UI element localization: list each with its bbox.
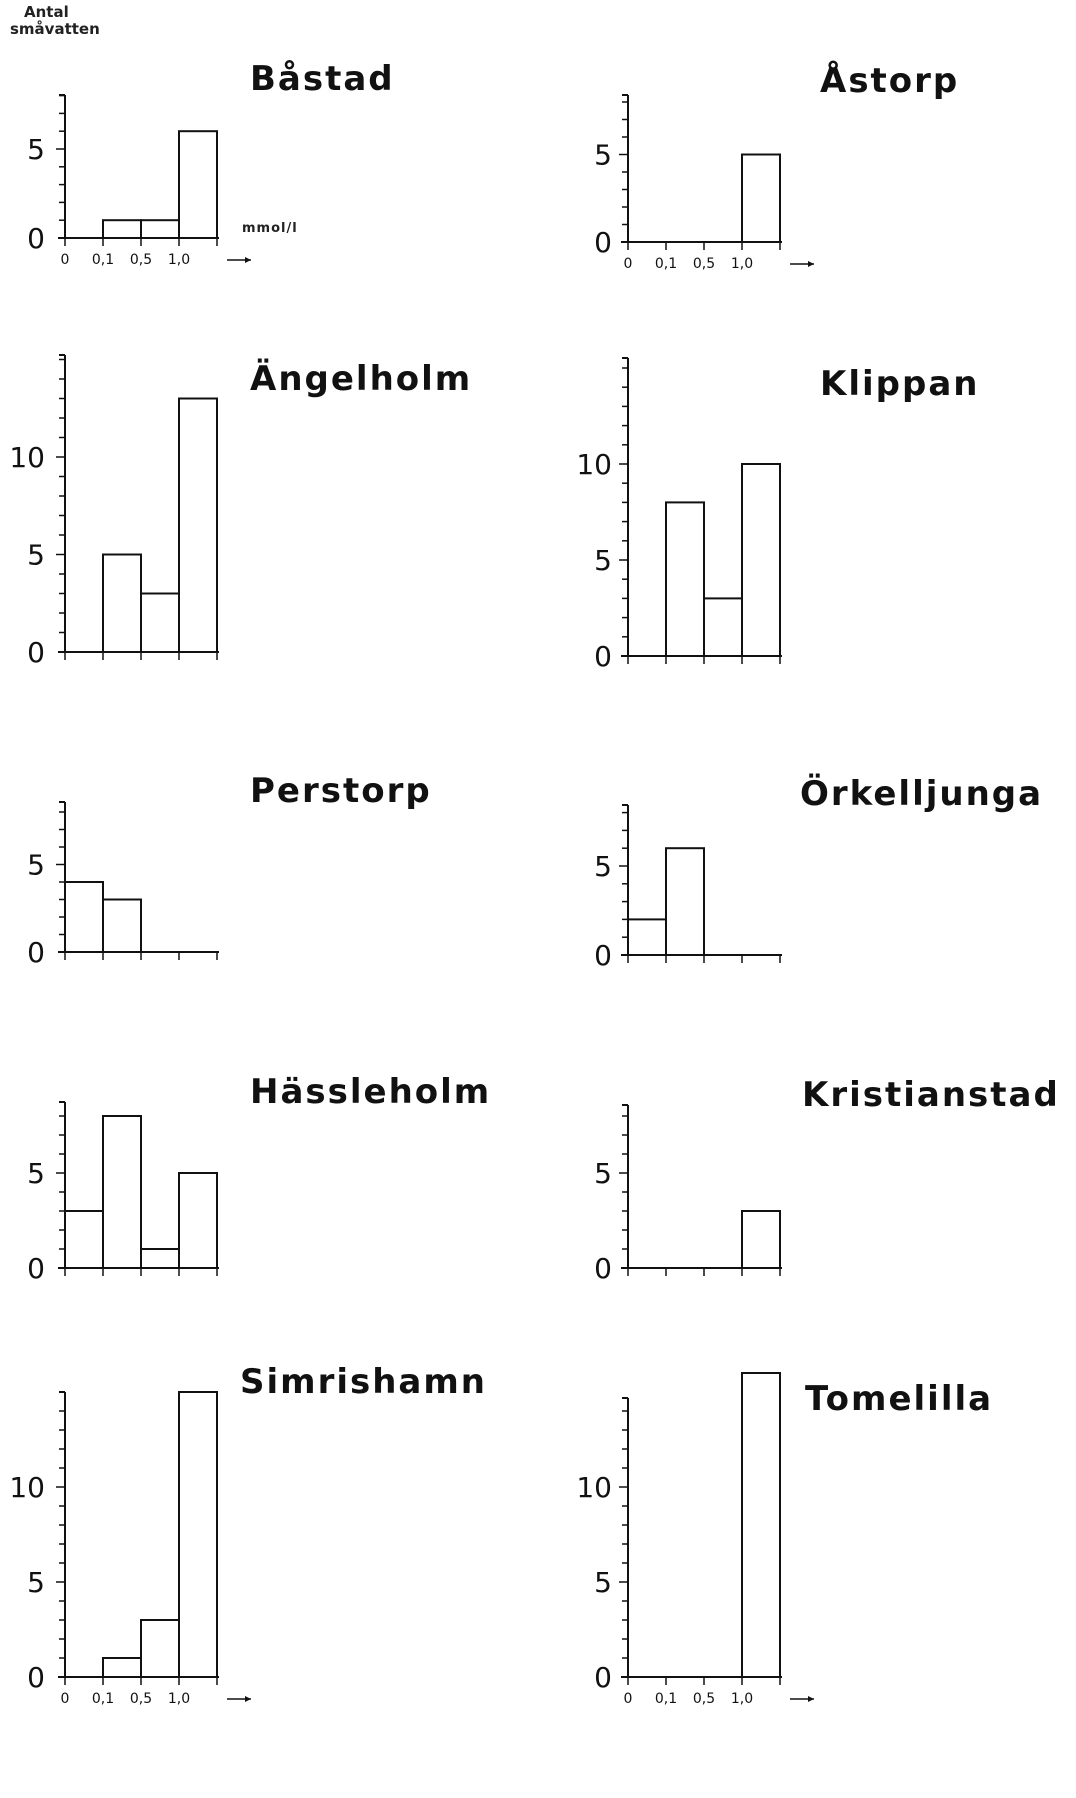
y-axis-label: Antal småvatten [10,4,100,38]
x-tick-label: 1,0 [731,1691,753,1707]
histogram-orkelljunga: Örkelljunga 0 5 [594,773,1043,972]
chart-title: Tomelilla [805,1379,993,1419]
bar [64,1210,104,1269]
x-arrow-head-icon [808,261,814,267]
histogram-klippan: Klippan 0 5 10 [576,357,979,673]
y-tick-label: 0 [27,1661,45,1694]
chart-title: Båstad [250,59,395,99]
y-tick-label: 0 [594,1252,612,1285]
x-tick-label: 0 [624,256,633,272]
chart-title: Åstorp [820,60,959,101]
bar [741,153,781,243]
y-tick-label: 5 [594,139,612,172]
x-arrow-head-icon [245,257,251,263]
y-axis-label-line-2: småvatten [10,20,100,38]
x-tick-label: 0,5 [130,1691,152,1707]
x-tick-label: 1,0 [731,256,753,272]
bar [741,1372,781,1678]
bar [665,847,705,957]
histogram-simrishamn: Simrishamn 0 5 10 0 0,1 0,5 1,0 [9,1362,487,1707]
y-tick-label: 0 [27,936,45,969]
bar [741,1210,781,1269]
histogram-angelholm: Ängelholm 0 5 10 [9,354,472,669]
bar [140,1619,180,1678]
y-tick-label: 5 [27,849,45,882]
chart-title: Kristianstad [802,1075,1060,1115]
y-tick-label: 10 [9,441,45,474]
x-tick-label: 0,1 [655,1691,677,1707]
y-tick-label: 5 [27,133,45,166]
chart-title: Örkelljunga [800,773,1043,814]
histogram-bastad: Båstad 0 5 0 0,1 0,5 1,0 [27,59,395,268]
y-tick-label: 0 [594,939,612,972]
y-tick-label: 5 [27,1566,45,1599]
y-tick-label: 0 [27,636,45,669]
chart-title: Ängelholm [250,358,472,399]
y-tick-label: 0 [27,1252,45,1285]
histogram-perstorp: Perstorp 0 5 [27,771,432,969]
y-tick-label: 0 [594,640,612,673]
bar [703,597,743,658]
x-tick-label: 0,5 [693,256,715,272]
y-tick-label: 5 [594,544,612,577]
histogram-astorp: Åstorp 0 5 0 0,1 0,5 1,0 [594,60,959,272]
y-tick-label: 0 [594,1661,612,1694]
bar [102,219,142,239]
bar [102,898,142,953]
histogram-tomelilla: Tomelilla 0 5 10 0 0,1 0,5 1,0 [576,1372,993,1707]
x-tick-label: 0,1 [92,1691,114,1707]
histogram-kristianstad: Kristianstad 0 5 [594,1075,1060,1285]
x-tick-label: 1,0 [168,1691,190,1707]
y-tick-label: 5 [594,1566,612,1599]
chart-title: Klippan [820,364,979,404]
y-tick-label: 0 [594,226,612,259]
bar [178,1172,218,1269]
histogram-hassleholm: Hässleholm 0 5 [27,1072,491,1285]
y-tick-label: 5 [594,1157,612,1190]
bar [178,1391,218,1678]
bar [64,881,104,953]
x-tick-label: 0,1 [92,252,114,268]
x-tick-label: 0,5 [130,252,152,268]
chart-title: Perstorp [250,771,432,811]
x-arrow-head-icon [808,1696,814,1702]
y-tick-label: 5 [27,539,45,572]
chart-title: Hässleholm [250,1072,491,1112]
chart-title: Simrishamn [240,1362,487,1402]
x-axis-unit: mmol/l [242,221,298,236]
bar [627,918,667,957]
x-arrow-head-icon [245,1696,251,1702]
x-tick-label: 1,0 [168,252,190,268]
bar [140,219,180,239]
bar [102,1657,142,1678]
bar [140,592,180,653]
bar [102,553,142,653]
y-tick-label: 10 [9,1471,45,1504]
x-tick-label: 0 [61,252,70,268]
bar [102,1115,142,1269]
bar [140,1248,180,1269]
y-tick-label: 5 [594,850,612,883]
y-tick-label: 0 [27,222,45,255]
x-tick-label: 0 [61,1691,70,1707]
bar [178,130,218,239]
y-tick-label: 10 [576,1471,612,1504]
x-tick-label: 0,5 [693,1691,715,1707]
y-axis-label-line-1: Antal [24,3,69,21]
y-tick-label: 5 [27,1157,45,1190]
x-tick-label: 0,1 [655,256,677,272]
bar [665,501,705,657]
x-tick-label: 0 [624,1691,633,1707]
bar [741,463,781,657]
y-tick-label: 10 [576,448,612,481]
bar [178,397,218,653]
